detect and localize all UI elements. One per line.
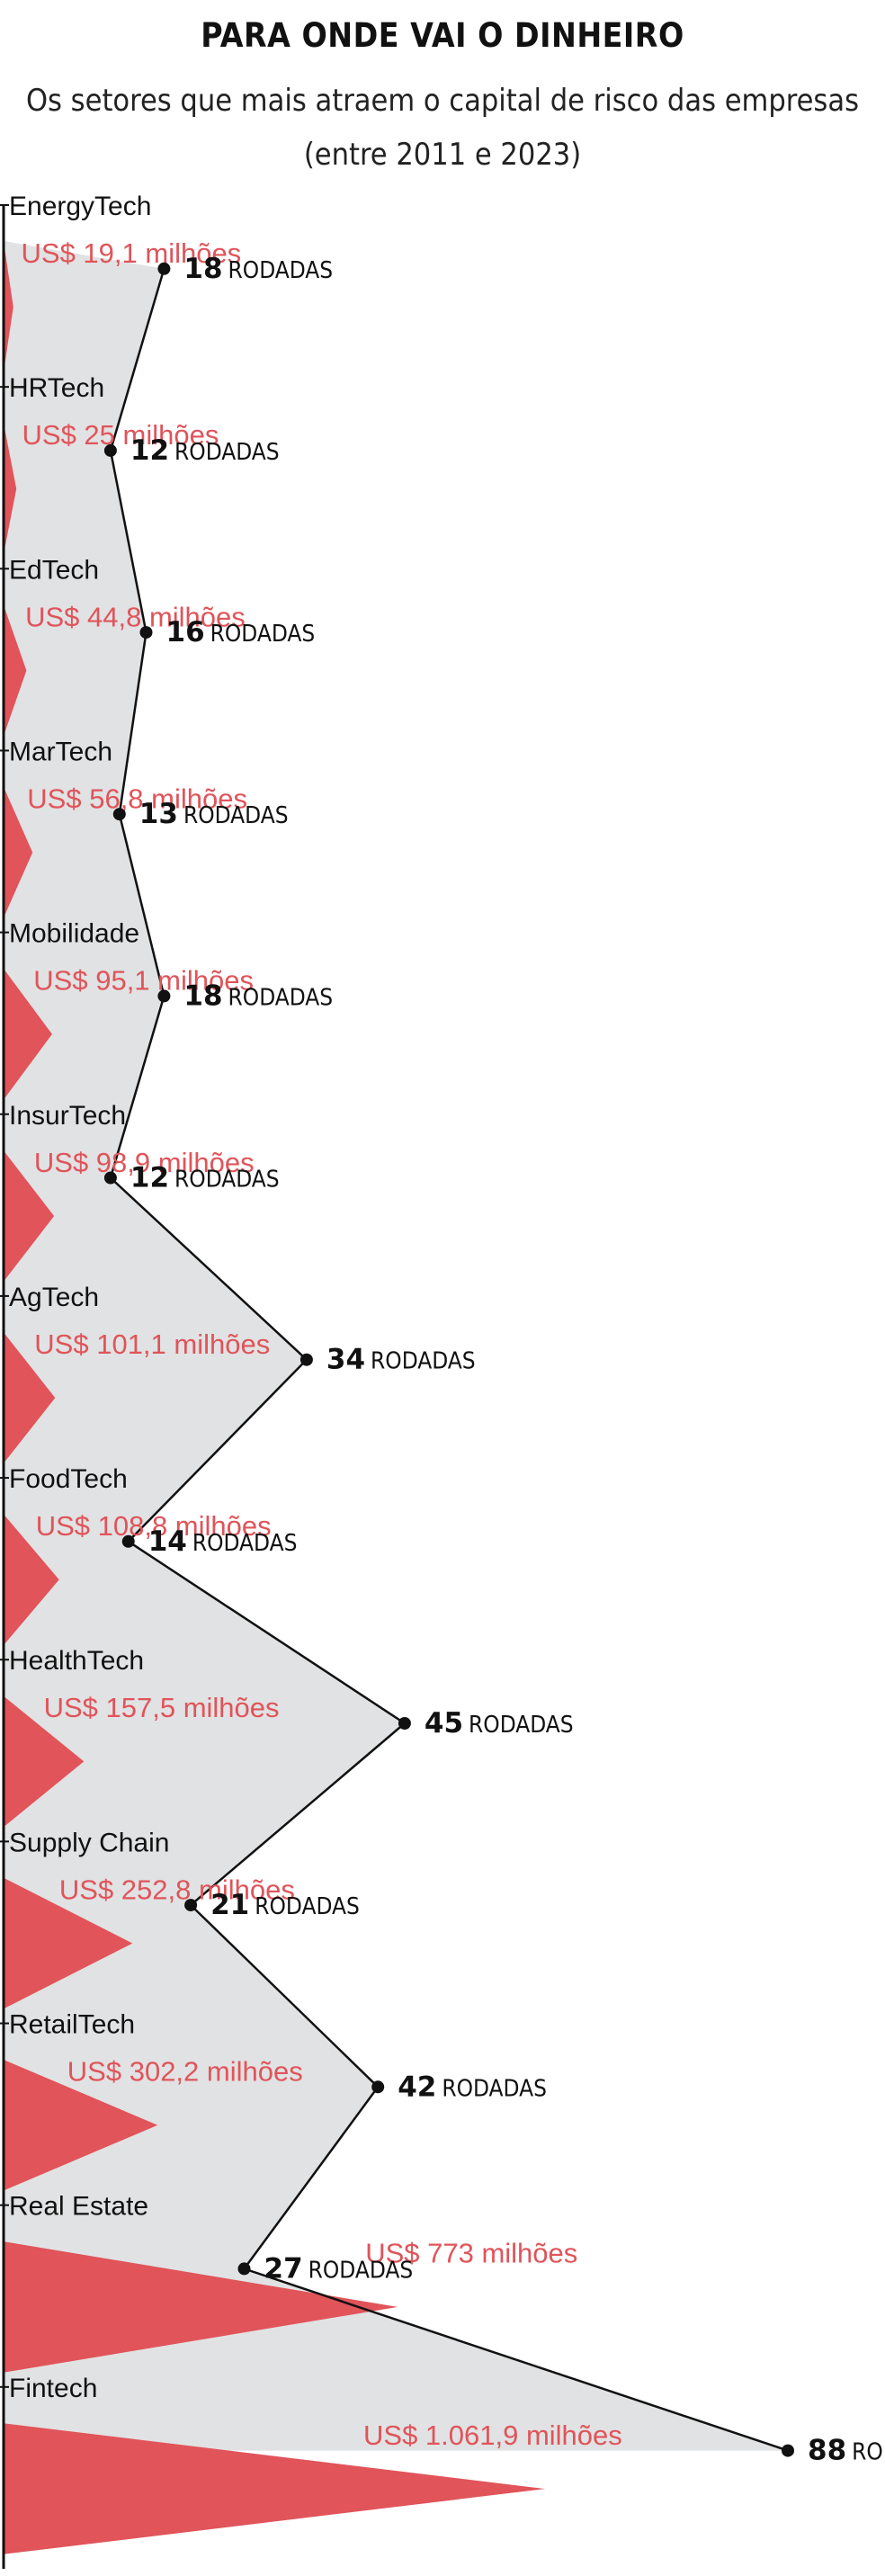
rounds-point-insurtech <box>103 1171 117 1185</box>
amount-label-insurtech: US$ 98,9 milhões <box>34 1147 255 1178</box>
rounds-point-mobilidade <box>157 989 171 1003</box>
category-label-retailtech: RetailTech <box>9 2010 135 2040</box>
rounds-area <box>4 241 788 2451</box>
rounds-label-retailtech: 42 RODADAS <box>398 2071 547 2103</box>
rounds-unit-real-estate: RODADAS <box>308 2257 414 2284</box>
amount-bar-energytech <box>4 241 13 372</box>
amount-label-edtech: US$ 44,8 milhões <box>25 601 246 632</box>
chart-title: PARA ONDE VAI O DINHEIRO <box>201 16 684 55</box>
rounds-value-martech: 13 <box>139 798 178 830</box>
amount-label-hrtech: US$ 25 milhões <box>22 419 219 451</box>
rounds-value-supply-chain: 21 <box>210 1889 249 1921</box>
rounds-value-edtech: 16 <box>166 616 205 648</box>
category-label-mobilidade: Mobilidade <box>9 919 139 949</box>
amount-label-fintech: US$ 1.061,9 milhões <box>363 2419 622 2451</box>
rounds-value-energytech: 18 <box>183 253 222 285</box>
rounds-unit-fintech: RODADAS <box>852 2439 885 2466</box>
category-label-agtech: AgTech <box>9 1283 99 1312</box>
rounds-label-real-estate: 27 RODADAS <box>264 2252 414 2285</box>
rounds-value-fintech: 88 <box>808 2435 846 2467</box>
category-label-foodtech: FoodTech <box>9 1464 128 1494</box>
category-label-energytech: EnergyTech <box>9 192 151 221</box>
amount-bar-hrtech <box>4 423 17 555</box>
amount-label-retailtech: US$ 302,2 milhões <box>67 2056 303 2088</box>
rounds-value-real-estate: 27 <box>264 2252 303 2285</box>
category-label-real-estate: Real Estate <box>9 2192 148 2222</box>
rounds-point-healthtech <box>398 1717 411 1730</box>
amount-label-energytech: US$ 19,1 milhões <box>22 237 242 269</box>
rounds-unit-foodtech: RODADAS <box>192 1530 298 1557</box>
rounds-unit-supply-chain: RODADAS <box>255 1893 360 1920</box>
chart-subtitle: Os setores que mais atraem o capital de … <box>0 74 885 182</box>
rounds-point-hrtech <box>103 443 117 457</box>
rounds-unit-mobilidade: RODADAS <box>228 984 334 1011</box>
rounds-unit-energytech: RODADAS <box>228 257 334 284</box>
rounds-unit-healthtech: RODADAS <box>469 1712 574 1739</box>
category-label-healthtech: HealthTech <box>9 1646 144 1676</box>
category-label-supply-chain: Supply Chain <box>9 1828 169 1857</box>
amount-label-healthtech: US$ 157,5 milhões <box>44 1692 280 1723</box>
amount-bar-edtech <box>4 604 27 737</box>
amount-label-mobilidade: US$ 95,1 milhões <box>33 965 254 997</box>
amount-bar-agtech <box>4 1332 56 1463</box>
amount-label-real-estate: US$ 773 milhões <box>365 2238 577 2269</box>
rounds-label-edtech: 16 RODADAS <box>166 616 316 648</box>
rounds-point-supply-chain <box>184 1899 198 1912</box>
rounds-point-retailtech <box>371 2080 385 2094</box>
amount-bar-supply-chain <box>4 1877 133 2009</box>
rounds-value-agtech: 34 <box>326 1344 365 1376</box>
rounds-label-martech: 13 RODADAS <box>139 798 289 830</box>
rounds-point-martech <box>112 808 126 821</box>
amount-bar-martech <box>4 786 33 918</box>
rounds-value-mobilidade: 18 <box>183 979 222 1012</box>
rounds-label-supply-chain: 21 RODADAS <box>210 1889 360 1921</box>
amount-label-foodtech: US$ 108,8 milhões <box>36 1510 272 1542</box>
rounds-value-hrtech: 12 <box>130 434 169 467</box>
amount-bar-insurtech <box>4 1150 55 1282</box>
rounds-point-real-estate <box>237 2262 251 2276</box>
amount-bar-retailtech <box>4 2060 158 2191</box>
category-label-edtech: EdTech <box>9 555 99 585</box>
chart-subtitle-line-1: Os setores que mais atraem o capital de … <box>25 83 860 119</box>
rounds-point-foodtech <box>121 1534 135 1548</box>
rounds-label-agtech: 34 RODADAS <box>326 1344 476 1376</box>
amount-label-agtech: US$ 101,1 milhões <box>34 1328 270 1360</box>
category-label-insurtech: InsurTech <box>9 1101 126 1131</box>
rounds-label-energytech: 18 RODADAS <box>183 253 333 285</box>
rounds-value-healthtech: 45 <box>425 1707 463 1740</box>
amount-bar-fintech <box>4 2423 545 2554</box>
rounds-label-foodtech: 14 RODADAS <box>148 1525 298 1558</box>
rounds-unit-edtech: RODADAS <box>210 621 316 648</box>
rounds-point-edtech <box>139 626 153 640</box>
rounds-value-foodtech: 14 <box>148 1525 187 1558</box>
rounds-point-agtech <box>299 1353 313 1366</box>
rounds-point-fintech <box>782 2444 794 2457</box>
category-label-hrtech: HRTech <box>9 373 104 403</box>
rounds-unit-retailtech: RODADAS <box>442 2075 547 2102</box>
rounds-point-energytech <box>157 262 171 275</box>
rounds-label-healthtech: 45 RODADAS <box>425 1707 574 1740</box>
amount-label-supply-chain: US$ 252,8 milhões <box>59 1874 295 1905</box>
rounds-unit-insurtech: RODADAS <box>174 1167 280 1194</box>
amount-bar-foodtech <box>4 1514 59 1646</box>
rounds-unit-hrtech: RODADAS <box>174 439 280 466</box>
rounds-label-insurtech: 12 RODADAS <box>130 1162 280 1194</box>
rounds-label-hrtech: 12 RODADAS <box>130 434 280 467</box>
rounds-value-insurtech: 12 <box>130 1162 169 1194</box>
chart-subtitle-line-2: (entre 2011 e 2023) <box>303 137 582 173</box>
rounds-label-fintech: 88RODADAS <box>808 2435 885 2467</box>
category-label-martech: MarTech <box>9 737 112 766</box>
rounds-unit-agtech: RODADAS <box>371 1348 476 1375</box>
amount-bar-mobilidade <box>4 969 52 1100</box>
amount-label-martech: US$ 56,8 milhões <box>27 783 247 814</box>
category-label-fintech: Fintech <box>9 2374 97 2403</box>
rounds-label-mobilidade: 18 RODADAS <box>183 979 333 1012</box>
amount-bar-real-estate <box>4 2241 398 2373</box>
amount-bar-healthtech <box>4 1695 85 1828</box>
rounds-unit-martech: RODADAS <box>183 802 289 829</box>
rounds-value-retailtech: 42 <box>398 2071 436 2103</box>
